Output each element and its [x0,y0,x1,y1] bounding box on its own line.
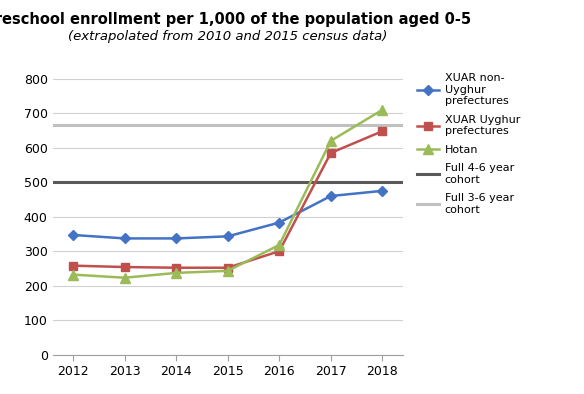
Legend: XUAR non-
Uyghur
prefectures, XUAR Uyghur
prefectures, Hotan, Full 4-6 year
coho: XUAR non- Uyghur prefectures, XUAR Uyghu… [417,73,520,215]
Text: Preschool enrollment per 1,000 of the population aged 0-5: Preschool enrollment per 1,000 of the po… [0,12,471,27]
Text: (extrapolated from 2010 and 2015 census data): (extrapolated from 2010 and 2015 census … [68,30,387,43]
